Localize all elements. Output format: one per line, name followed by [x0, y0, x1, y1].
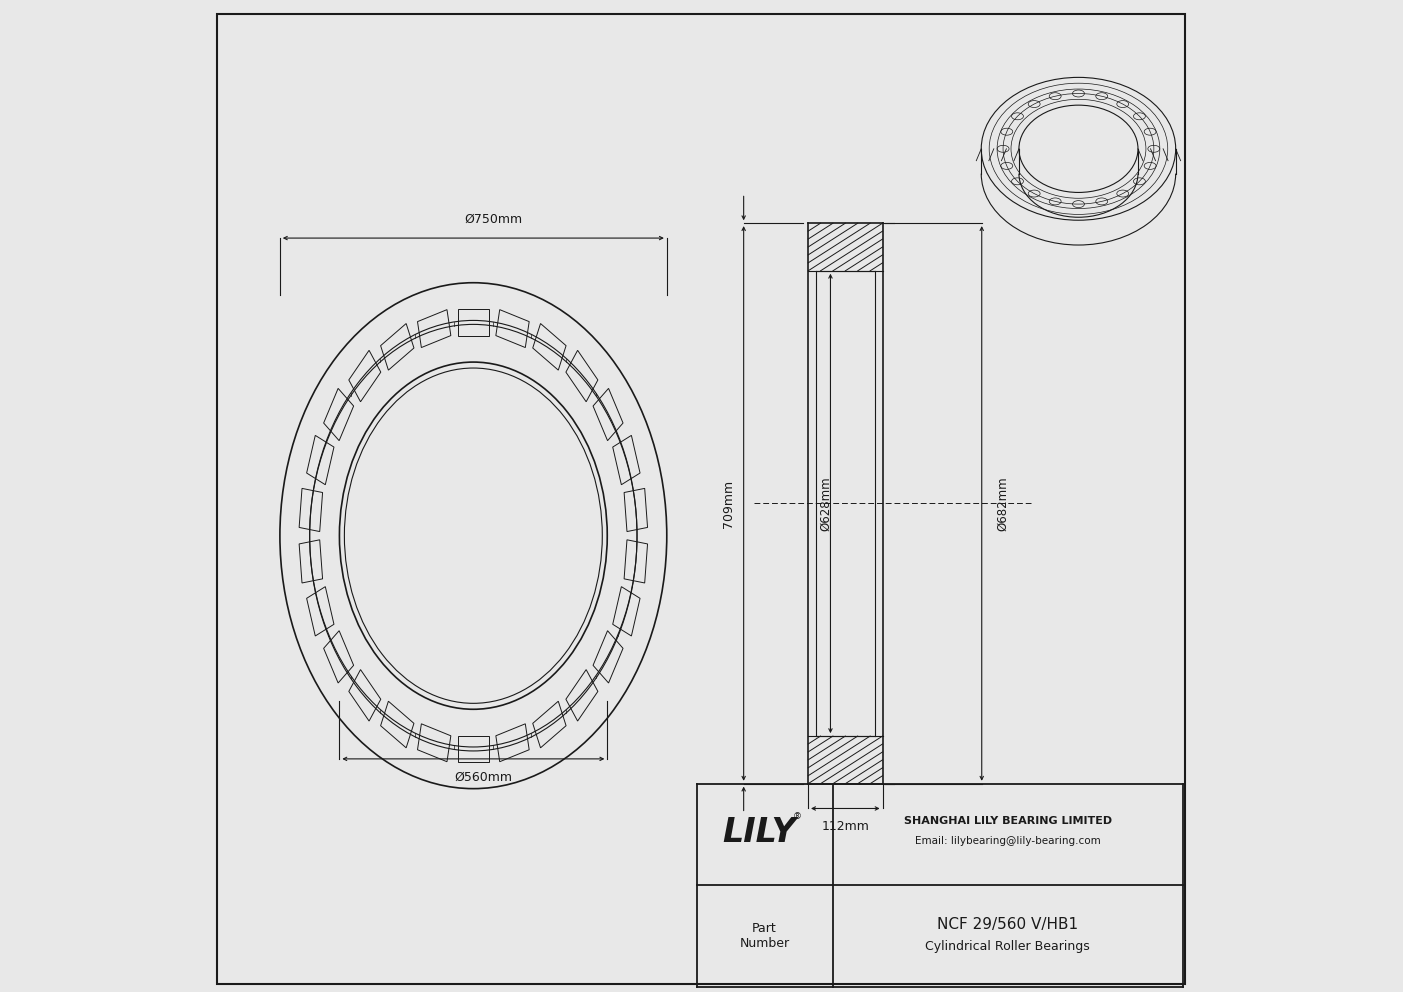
Text: LILY: LILY — [723, 816, 797, 849]
Text: NCF 29/560 V/HB1: NCF 29/560 V/HB1 — [937, 917, 1078, 931]
Text: ®: ® — [793, 812, 803, 821]
Text: 112mm: 112mm — [821, 820, 870, 833]
Text: 709mm: 709mm — [723, 479, 735, 528]
Text: Part
Number: Part Number — [739, 923, 790, 950]
Text: Email: lilybearing@lily-bearing.com: Email: lilybearing@lily-bearing.com — [915, 836, 1100, 846]
Text: Ø560mm: Ø560mm — [455, 771, 512, 784]
Text: Ø750mm: Ø750mm — [464, 213, 522, 226]
Text: Ø682mm: Ø682mm — [996, 476, 1010, 531]
Text: SHANGHAI LILY BEARING LIMITED: SHANGHAI LILY BEARING LIMITED — [904, 815, 1111, 825]
Text: Ø628mm: Ø628mm — [819, 476, 832, 531]
Text: Cylindrical Roller Bearings: Cylindrical Roller Bearings — [925, 939, 1090, 952]
